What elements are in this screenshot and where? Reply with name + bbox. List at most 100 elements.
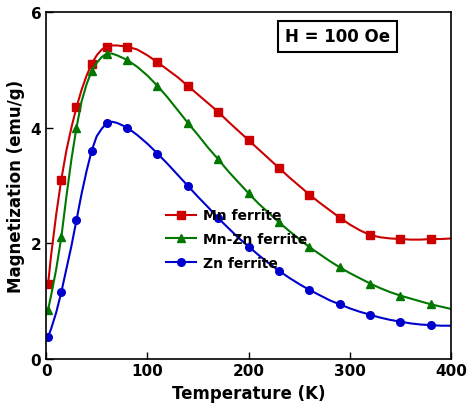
- Mn-Zn ferrite: [448, 307, 454, 312]
- Mn-Zn ferrite: [175, 108, 181, 113]
- Mn-Zn ferrite: [418, 299, 424, 304]
- Mn-Zn ferrite: [46, 307, 51, 312]
- Mn-Zn ferrite: [307, 245, 312, 250]
- Zn ferrite: [135, 133, 140, 138]
- Mn-Zn ferrite: [357, 276, 363, 281]
- Mn ferrite: [236, 129, 241, 134]
- Mn-Zn ferrite: [104, 52, 109, 57]
- Zn ferrite: [347, 306, 353, 311]
- Zn ferrite: [185, 184, 191, 189]
- Mn ferrite: [215, 110, 221, 115]
- Mn-Zn ferrite: [64, 195, 69, 200]
- Zn ferrite: [438, 324, 444, 328]
- Mn-Zn ferrite: [377, 286, 383, 291]
- Mn-Zn ferrite: [185, 121, 191, 126]
- Zn ferrite: [226, 226, 231, 231]
- Zn ferrite: [79, 192, 84, 197]
- Zn ferrite: [84, 169, 90, 174]
- Mn ferrite: [124, 45, 130, 50]
- Mn-Zn ferrite: [84, 83, 90, 88]
- Mn-Zn ferrite: [69, 157, 74, 162]
- Zn ferrite: [398, 319, 403, 324]
- Mn-Zn ferrite: [54, 267, 59, 272]
- Line: Mn-Zn ferrite: Mn-Zn ferrite: [44, 51, 455, 314]
- Mn ferrite: [165, 68, 171, 73]
- Mn-Zn ferrite: [256, 202, 262, 207]
- Mn ferrite: [195, 93, 201, 98]
- Mn ferrite: [367, 233, 373, 238]
- Zn ferrite: [286, 276, 292, 281]
- Line: Mn ferrite: Mn ferrite: [44, 43, 455, 288]
- Y-axis label: Magnetization (emu/g): Magnetization (emu/g): [7, 79, 25, 292]
- Mn-Zn ferrite: [124, 58, 130, 63]
- Mn-Zn ferrite: [246, 191, 252, 196]
- Zn ferrite: [418, 322, 424, 327]
- Line: Zn ferrite: Zn ferrite: [44, 119, 455, 341]
- Zn ferrite: [145, 142, 150, 147]
- Zn ferrite: [448, 324, 454, 328]
- Mn ferrite: [428, 237, 434, 242]
- Mn ferrite: [256, 148, 262, 153]
- Mn ferrite: [438, 237, 444, 242]
- Mn-Zn ferrite: [73, 126, 79, 130]
- Zn ferrite: [124, 126, 130, 130]
- Zn ferrite: [367, 312, 373, 317]
- Mn ferrite: [94, 54, 100, 58]
- Mn ferrite: [307, 193, 312, 198]
- Mn ferrite: [205, 101, 211, 106]
- Zn ferrite: [388, 318, 393, 323]
- Zn ferrite: [317, 293, 322, 298]
- Mn ferrite: [104, 45, 109, 50]
- Mn ferrite: [145, 54, 150, 58]
- Mn-Zn ferrite: [165, 96, 171, 101]
- Mn ferrite: [317, 201, 322, 206]
- Mn ferrite: [114, 44, 120, 49]
- Zn ferrite: [69, 244, 74, 249]
- Mn-Zn ferrite: [266, 211, 272, 216]
- Mn-Zn ferrite: [327, 259, 332, 264]
- Mn ferrite: [73, 106, 79, 110]
- Zn ferrite: [73, 218, 79, 223]
- Mn ferrite: [46, 281, 51, 286]
- Mn ferrite: [185, 84, 191, 89]
- Mn ferrite: [276, 166, 282, 171]
- Zn ferrite: [175, 173, 181, 178]
- Mn ferrite: [418, 238, 424, 243]
- Zn ferrite: [266, 261, 272, 266]
- Mn-Zn ferrite: [286, 229, 292, 234]
- Mn-Zn ferrite: [89, 69, 94, 74]
- Zn ferrite: [236, 236, 241, 241]
- Mn-Zn ferrite: [438, 304, 444, 309]
- Legend: Mn ferrite, Mn-Zn ferrite, Zn ferrite: Mn ferrite, Mn-Zn ferrite, Zn ferrite: [160, 203, 313, 276]
- Mn-Zn ferrite: [317, 252, 322, 257]
- Zn ferrite: [357, 310, 363, 315]
- Mn-Zn ferrite: [99, 55, 105, 60]
- Zn ferrite: [428, 323, 434, 328]
- Mn ferrite: [69, 126, 74, 130]
- Mn-Zn ferrite: [398, 294, 403, 299]
- Zn ferrite: [155, 152, 160, 157]
- Mn ferrite: [79, 88, 84, 93]
- Mn ferrite: [388, 236, 393, 241]
- Zn ferrite: [327, 298, 332, 303]
- Zn ferrite: [337, 302, 343, 307]
- Zn ferrite: [99, 127, 105, 132]
- Zn ferrite: [408, 321, 413, 326]
- Mn-Zn ferrite: [58, 235, 64, 240]
- Mn-Zn ferrite: [155, 84, 160, 89]
- Zn ferrite: [89, 149, 94, 154]
- Zn ferrite: [246, 245, 252, 249]
- Zn ferrite: [215, 216, 221, 221]
- Mn ferrite: [175, 76, 181, 81]
- Mn ferrite: [54, 212, 59, 217]
- Mn-Zn ferrite: [195, 133, 201, 138]
- Mn ferrite: [347, 222, 353, 227]
- Mn-Zn ferrite: [94, 61, 100, 66]
- Zn ferrite: [377, 315, 383, 320]
- Zn ferrite: [114, 121, 120, 126]
- Zn ferrite: [296, 282, 302, 287]
- Mn ferrite: [377, 235, 383, 240]
- Mn ferrite: [48, 252, 54, 257]
- Mn ferrite: [109, 44, 115, 49]
- Zn ferrite: [94, 135, 100, 139]
